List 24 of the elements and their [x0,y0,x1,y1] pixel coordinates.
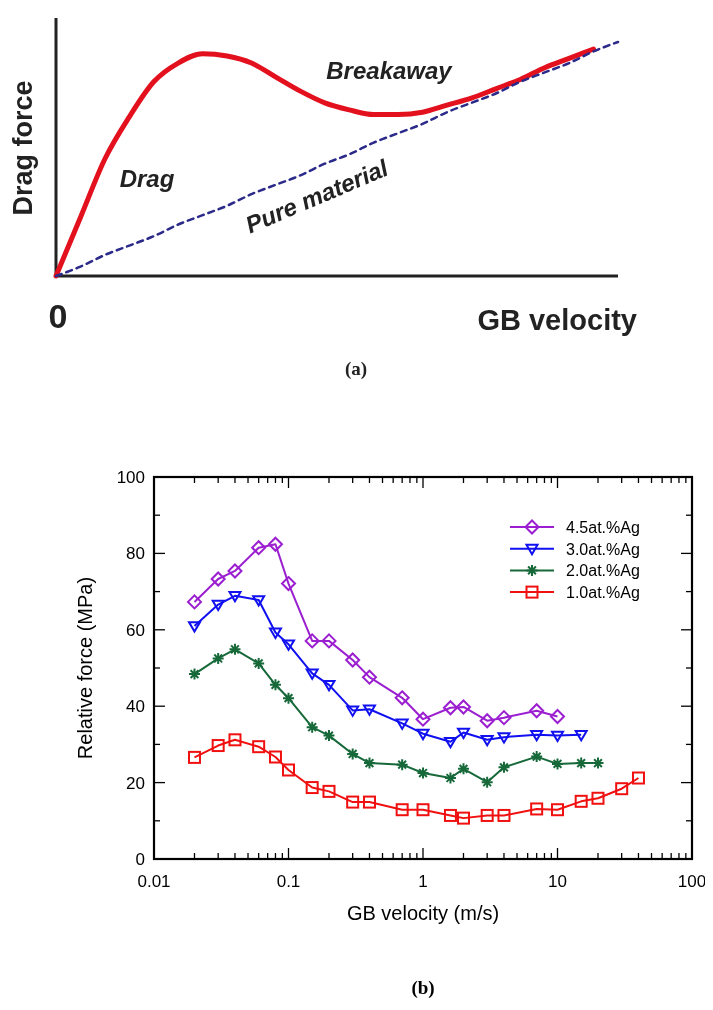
text: (a) [344,358,368,380]
legend-label: 4.5at.%Ag [566,519,640,536]
y-tick-label: 20 [126,773,145,793]
text: 0 [48,297,68,335]
text: (b) [411,977,435,999]
y-tick-label: 40 [126,697,145,717]
y-tick-label: 100 [116,468,145,487]
y-axis-title: Drag force [8,80,38,216]
x-tick-label: 0.1 [276,872,301,891]
x-axis-title: GB velocity (m/s) [346,902,500,924]
y-axis-title: Relative force (MPa) [74,576,96,760]
x-tick-label: 100 [677,872,707,891]
legend-label: 2.0at.%Ag [566,562,640,580]
annotation: Drag [119,165,175,192]
annotation: Breakaway [326,57,454,84]
y-tick-label: 80 [126,544,145,564]
x-axis-title: GB velocity [477,304,637,336]
x-tick-label: 1 [418,872,428,891]
legend-label: 3.0at.%Ag [566,540,640,558]
y-tick-label: 0 [135,850,145,869]
legend-label: 1.0at.%Ag [566,584,640,602]
x-tick-label: 10 [548,872,567,891]
y-tick-label: 60 [126,620,145,640]
x-tick-label: 0.01 [137,872,171,891]
